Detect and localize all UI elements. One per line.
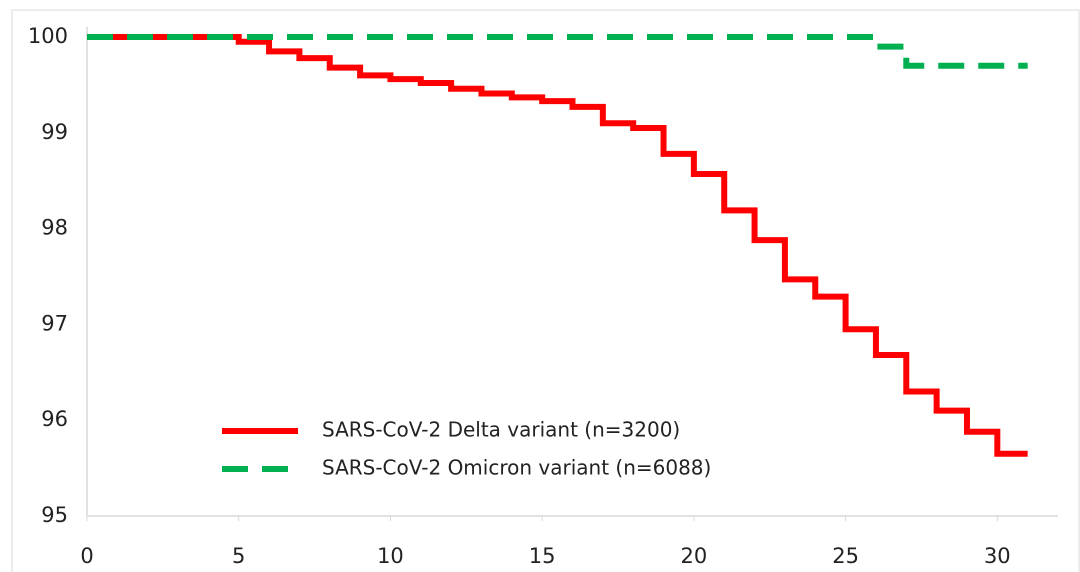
y-tick-label: 97 [41,311,68,335]
y-tick-label: 100 [28,24,68,48]
x-tick-label: 5 [232,544,245,568]
y-tick-label: 95 [41,503,68,527]
legend-label: SARS-CoV-2 Delta variant (n=3200) [322,418,680,442]
x-tick-label: 10 [377,544,404,568]
series-line [87,34,1028,457]
x-tick-label: 25 [832,544,859,568]
y-tick-label: 99 [41,120,68,144]
x-tick-label: 20 [681,544,708,568]
x-tick-label: 15 [529,544,556,568]
y-tick-label: 96 [41,407,68,431]
frame [11,9,1080,572]
y-tick-label: 98 [41,216,68,240]
legend-label: SARS-CoV-2 Omicron variant (n=6088) [322,456,711,480]
x-tick-label: 30 [984,544,1011,568]
x-tick-label: 0 [80,544,93,568]
series-line [87,34,1028,69]
